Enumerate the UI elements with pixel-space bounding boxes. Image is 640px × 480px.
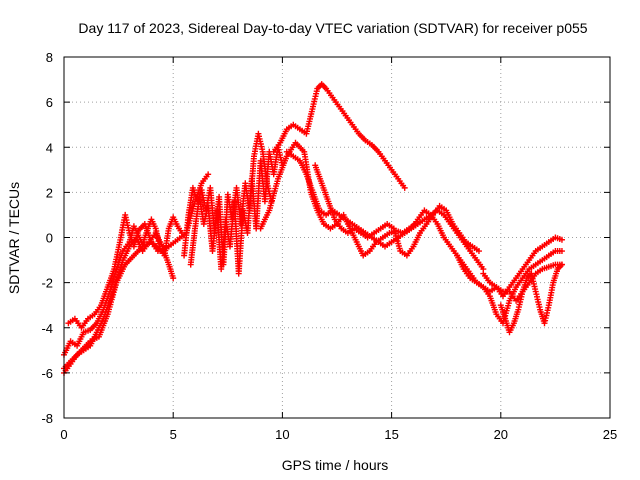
y-tick-label: 0 xyxy=(46,231,53,246)
series-arc-14 xyxy=(497,261,565,336)
series-arc-6 xyxy=(187,144,286,277)
data-point xyxy=(401,184,408,191)
series-arc-3 xyxy=(65,211,161,331)
data-point xyxy=(475,248,482,255)
y-tick-label: -6 xyxy=(41,366,53,381)
x-axis-label: GPS time / hours xyxy=(282,457,389,473)
y-tick-label: -8 xyxy=(41,411,53,426)
y-tick-label: -4 xyxy=(41,321,53,336)
series-arc-7 xyxy=(270,81,408,191)
data-point xyxy=(558,248,565,255)
axis-ticks: 0 5 10 15 20 25 -8 -6 -4 -2 0 2 4 6 8 xyxy=(41,50,617,442)
x-tick-label: 0 xyxy=(60,427,67,442)
data-series xyxy=(61,81,565,376)
y-tick-label: 8 xyxy=(46,50,53,65)
data-point xyxy=(558,261,565,268)
chart-title: Day 117 of 2023, Sidereal Day-to-day VTE… xyxy=(78,20,587,36)
x-tick-label: 20 xyxy=(494,427,508,442)
x-tick-label: 5 xyxy=(170,427,177,442)
y-tick-label: 4 xyxy=(46,140,53,155)
y-tick-label: 2 xyxy=(46,185,53,200)
series-arc-4 xyxy=(61,171,212,372)
data-point xyxy=(170,275,177,282)
x-tick-label: 25 xyxy=(603,427,617,442)
y-axis-label: SDTVAR / TECUs xyxy=(6,182,22,294)
x-tick-label: 10 xyxy=(275,427,289,442)
x-tick-label: 15 xyxy=(384,427,398,442)
y-tick-label: -2 xyxy=(41,276,53,291)
y-tick-label: 6 xyxy=(46,95,53,110)
data-point xyxy=(205,171,212,178)
data-point xyxy=(558,236,565,243)
